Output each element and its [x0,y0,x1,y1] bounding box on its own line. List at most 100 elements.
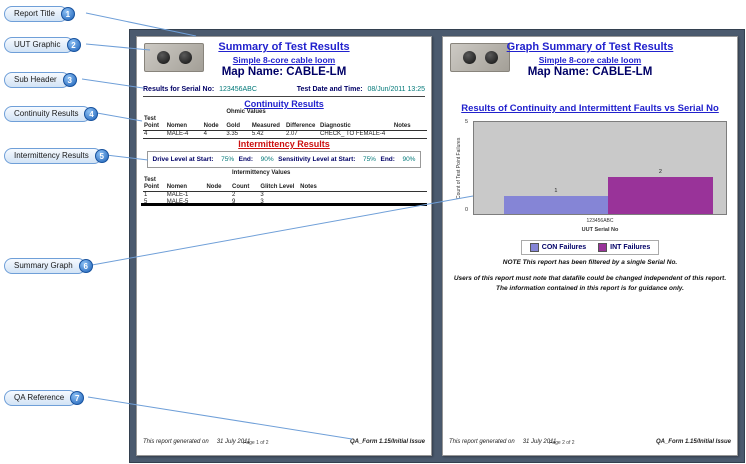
generated-date: 31 July 2011 [216,439,251,445]
callout-number-badge[interactable]: 7 [70,391,85,405]
page-number: Page 1 of 2 [243,440,269,446]
int-failures-bar: 2 [607,169,714,214]
datetime-group: Test Date and Time: 08/Jun/2011 13:25 [297,86,425,93]
col-nomen: Nomen [165,115,203,131]
callout-number-badge[interactable]: 2 [66,38,81,52]
col-nomen: Nomen [165,176,206,192]
y-tick-max: 5 [465,119,469,125]
generated-date: 31 July 2011 [522,439,557,445]
callout-number-badge[interactable]: 1 [60,7,75,21]
ohmic-values-group-header: Ohmic Values [226,109,266,115]
col-node: Node [205,176,232,192]
x-axis-label: UUT Serial No [581,227,619,233]
uut-graphic [144,43,204,72]
datetime-value: 08/Jun/2011 13:25 [367,86,425,93]
generated-on: This report generated on 31 July 2011 [449,439,556,445]
uut-graphic [450,43,510,72]
connector-pin-icon [484,51,498,64]
intermittency-values-group-header: Intermittency Values [232,170,291,176]
disclaimer-line-1: Users of this report must note that data… [453,275,727,282]
sub-header: Results for Serial No: 123456ABC Test Da… [143,86,425,97]
intermittency-heading: Intermittency Results [238,139,330,149]
col-gold: Gold [225,115,251,131]
callout-label: UUT Graphic [4,37,74,53]
callout-label: Continuity Results [4,106,92,122]
col-count: Count [231,176,260,192]
serial-value: 123456ABC [219,86,257,93]
connector-pin-icon [462,51,476,64]
callout-label: Intermittency Results [4,148,102,164]
legend-label: CON Failures [541,244,587,251]
callout-label: Sub Header [4,72,70,88]
callout-continuity-results[interactable]: Continuity Results 4 [4,106,99,122]
sensitivity-end: 90% [402,156,416,163]
col-measured: Measured [250,115,285,131]
col-notes: Notes [392,115,427,131]
continuity-table: Ohmic Values Test Point Nomen Node Gold … [143,109,427,139]
legend-label: INT Failures [610,244,651,251]
callout-number-badge[interactable]: 5 [94,149,109,163]
intermittency-row: 1 MALE-1 2 3 [144,191,264,198]
callout-report-title[interactable]: Report Title 1 [4,6,75,22]
callout-uut-graphic[interactable]: UUT Graphic 2 [4,37,81,53]
report-title: Summary of Test Results [218,41,350,53]
datetime-label: Test Date and Time: [296,86,363,93]
drive-level-label: Drive Level at Start: [152,156,214,163]
chart-heading: Results of Continuity and Intermittent F… [461,103,719,114]
col-diagnostic: Diagnostic [319,115,393,131]
report-subtitle: Simple 8-core cable loom [538,55,642,65]
callout-number-badge[interactable]: 3 [62,73,77,87]
filter-note: NOTE This report has been filtered by a … [502,259,678,266]
disclaimer-line-2: The information contained in this report… [496,285,684,292]
report-page-2: Graph Summary of Test Results Simple 8-c… [442,36,738,456]
continuity-row: 4 MALE-4 4 3.35 5.42 2.07 CHECK_ TO FEMA… [143,130,427,139]
connector-pin-icon [178,51,192,64]
report-preview-panel: Summary of Test Results Simple 8-core ca… [129,29,745,463]
col-test-point: Test Point [143,115,166,131]
x-tick-serial: 123456ABC [586,218,614,224]
sensitivity-start: 75% [362,156,376,163]
qa-reference: QA_Form 1.15/Initial Issue [349,439,425,445]
page-number: Page 2 of 2 [549,440,575,446]
y-tick-min: 0 [465,207,469,213]
continuity-heading: Continuity Results [244,99,324,109]
legend-int-failures: INT Failures [598,243,650,252]
callout-qa-reference[interactable]: QA Reference 7 [4,390,85,406]
end-label: End: [380,156,395,163]
report-title: Graph Summary of Test Results [506,41,674,53]
sensitivity-label: Sensitivity Level at Start: [278,156,356,163]
generated-label: This report generated on [143,439,209,445]
end-of-report-rule [141,203,427,206]
intermittency-table: Intermittency Values Test Point Nomen No… [143,170,427,205]
callout-intermittency-results[interactable]: Intermittency Results 5 [4,148,109,164]
page-footer: This report generated on 31 July 2011 Pag… [143,439,425,451]
callout-summary-graph[interactable]: Summary Graph 6 [4,258,93,274]
bar-value-label: 1 [554,187,558,194]
chart-legend: CON Failures INT Failures [443,240,737,255]
con-failures-bar: 1 [504,188,608,214]
callout-label: QA Reference [4,390,78,406]
col-difference: Difference [284,115,320,131]
callout-sub-header[interactable]: Sub Header 3 [4,72,77,88]
legend-con-failures: CON Failures [529,243,587,252]
map-name: Map Name: CABLE-LM [221,66,347,78]
callout-number-badge[interactable]: 4 [84,107,99,121]
bar-value-label: 2 [658,169,662,176]
col-notes: Notes [299,176,427,192]
con-failures-swatch [529,243,539,252]
report-subtitle: Simple 8-core cable loom [232,55,336,65]
serial-group: Results for Serial No: 123456ABC [143,86,257,93]
callout-label: Summary Graph [4,258,86,274]
drive-level-box: Drive Level at Start: 75% End: 90% Sensi… [147,151,421,168]
int-failures-swatch [598,243,608,252]
callout-number-badge[interactable]: 6 [78,259,93,273]
y-axis-label: Count of Test Point Failures [456,137,462,199]
drive-level-start: 75% [221,156,235,163]
serial-label: Results for Serial No: [143,86,215,93]
map-name: Map Name: CABLE-LM [527,66,653,78]
generated-on: This report generated on 31 July 2011 [143,439,250,445]
drive-level-end: 90% [260,156,274,163]
generated-label: This report generated on [449,439,515,445]
col-node: Node [202,115,226,131]
